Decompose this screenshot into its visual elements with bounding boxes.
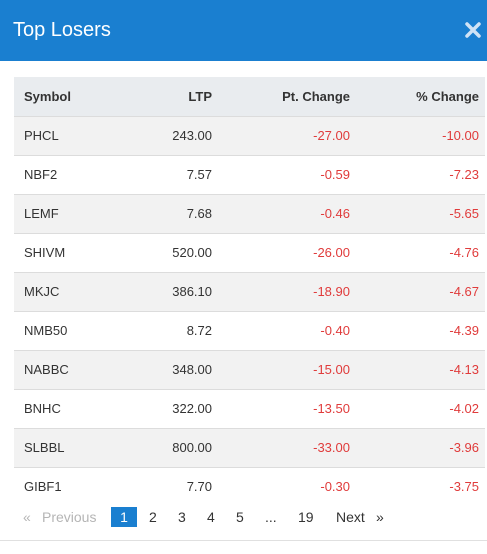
symbol-cell: LEMF — [24, 206, 59, 221]
pct-change-cell: -3.96 — [449, 440, 479, 455]
pt-change-cell: -0.46 — [320, 206, 350, 221]
table-row[interactable]: BNHC 322.00 -13.50 -4.02 — [14, 389, 485, 428]
pt-change-cell: -18.90 — [313, 284, 350, 299]
ltp-cell: 386.10 — [172, 284, 212, 299]
pct-change-cell: -5.65 — [449, 206, 479, 221]
table-row[interactable]: LEMF 7.68 -0.46 -5.65 — [14, 194, 485, 233]
modal-header: Top Losers — [0, 0, 487, 61]
close-icon[interactable] — [464, 21, 482, 39]
pt-change-cell: -0.40 — [320, 323, 350, 338]
page-3-button[interactable]: 3 — [178, 509, 186, 525]
previous-button[interactable]: Previous — [42, 509, 97, 525]
ltp-cell: 243.00 — [172, 128, 212, 143]
ltp-cell: 8.72 — [186, 323, 212, 338]
page-1-button[interactable]: 1 — [111, 507, 137, 527]
prev-arrow-icon: « — [23, 509, 31, 525]
pct-change-cell: -10.00 — [442, 128, 479, 143]
next-button[interactable]: Next — [336, 509, 365, 525]
symbol-cell: SLBBL — [24, 440, 65, 455]
pct-change-cell: -3.75 — [449, 479, 479, 495]
table-row[interactable]: MKJC 386.10 -18.90 -4.67 — [14, 272, 485, 311]
table-body: PHCL 243.00 -27.00 -10.00 NBF2 7.57 -0.59 -7.23… — [14, 116, 485, 506]
pt-change-cell: -33.00 — [313, 440, 350, 455]
symbol-cell: PHCL — [24, 128, 59, 143]
symbol-cell: NBF2 — [24, 167, 58, 182]
page-4-button[interactable]: 4 — [207, 509, 215, 525]
next-arrow-icon[interactable]: » — [376, 509, 384, 525]
header-symbol[interactable]: Symbol — [24, 88, 71, 104]
table-row[interactable]: NBF2 7.57 -0.59 -7.23 — [14, 155, 485, 194]
pct-change-cell: -4.02 — [449, 401, 479, 416]
table-header-row: Symbol LTP Pt. Change % Change — [14, 77, 485, 116]
symbol-cell: MKJC — [24, 284, 60, 299]
modal-title: Top Losers — [13, 19, 111, 41]
ltp-cell: 7.57 — [186, 167, 212, 182]
header-pt-change[interactable]: Pt. Change — [282, 88, 350, 104]
table-row[interactable]: GIBF1 7.70 -0.30 -3.75 — [14, 467, 485, 506]
header-ltp[interactable]: LTP — [188, 88, 212, 104]
ltp-cell: 800.00 — [172, 440, 212, 455]
divider — [0, 540, 487, 541]
symbol-cell: NMB50 — [24, 323, 68, 338]
page-19-button[interactable]: 19 — [298, 509, 314, 525]
page-2-button[interactable]: 2 — [149, 509, 157, 525]
pagination-ellipsis: ... — [265, 509, 277, 525]
header-pct-change[interactable]: % Change — [416, 88, 479, 104]
pt-change-cell: -27.00 — [313, 128, 350, 143]
pct-change-cell: -4.13 — [449, 362, 479, 377]
pct-change-cell: -4.76 — [449, 245, 479, 260]
table-row[interactable]: SHIVM 520.00 -26.00 -4.76 — [14, 233, 485, 272]
symbol-cell: SHIVM — [24, 245, 66, 260]
pt-change-cell: -15.00 — [313, 362, 350, 377]
ltp-cell: 520.00 — [172, 245, 212, 260]
table-row[interactable]: NMB50 8.72 -0.40 -4.39 — [14, 311, 485, 350]
symbol-cell: GIBF1 — [24, 479, 62, 495]
pct-change-cell: -4.39 — [449, 323, 479, 338]
ltp-cell: 7.68 — [186, 206, 212, 221]
pagination: « Previous 1 2 3 4 5 ... 19 Next » — [0, 505, 487, 529]
symbol-cell: NABBC — [24, 362, 69, 377]
pt-change-cell: -26.00 — [313, 245, 350, 260]
page-5-button[interactable]: 5 — [236, 509, 244, 525]
ltp-cell: 348.00 — [172, 362, 212, 377]
table-row[interactable]: SLBBL 800.00 -33.00 -3.96 — [14, 428, 485, 467]
ltp-cell: 7.70 — [186, 479, 212, 495]
pt-change-cell: -0.59 — [320, 167, 350, 182]
losers-table-container: Symbol LTP Pt. Change % Change PHCL 243.0… — [14, 77, 485, 506]
table-row[interactable]: PHCL 243.00 -27.00 -10.00 — [14, 116, 485, 155]
table-row[interactable]: NABBC 348.00 -15.00 -4.13 — [14, 350, 485, 389]
pt-change-cell: -13.50 — [313, 401, 350, 416]
pct-change-cell: -4.67 — [449, 284, 479, 299]
pt-change-cell: -0.30 — [320, 479, 350, 495]
ltp-cell: 322.00 — [172, 401, 212, 416]
pct-change-cell: -7.23 — [449, 167, 479, 182]
symbol-cell: BNHC — [24, 401, 61, 416]
losers-table: Symbol LTP Pt. Change % Change PHCL 243.0… — [14, 77, 485, 506]
